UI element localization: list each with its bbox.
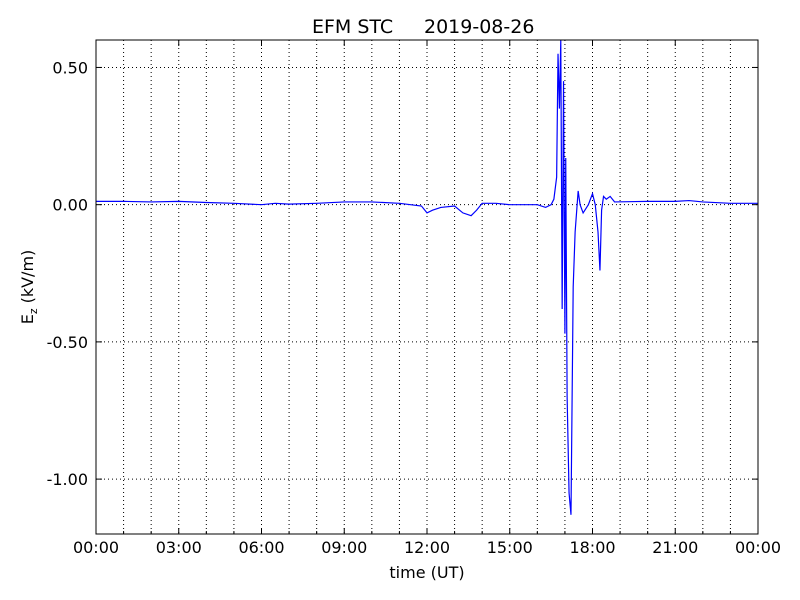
plot-frame — [95, 39, 759, 535]
y-tick-label: 0.00 — [52, 196, 88, 215]
x-tick-label: 21:00 — [652, 538, 698, 557]
y-axis-label: Ez (kV/m) — [18, 250, 40, 325]
y-tick-label: -0.50 — [47, 333, 88, 352]
y-tick-label: 0.50 — [52, 58, 88, 77]
x-tick-label: 18:00 — [569, 538, 615, 557]
x-tick-label: 03:00 — [156, 538, 202, 557]
chart-title: EFM STC — [312, 16, 393, 38]
x-tick-label: 00:00 — [735, 538, 781, 557]
x-tick-label: 15:00 — [487, 538, 533, 557]
y-label-main: E — [18, 314, 37, 324]
y-label-unit: (kV/m) — [18, 250, 37, 304]
x-axis-label: time (UT) — [389, 563, 464, 582]
x-tick-label: 09:00 — [321, 538, 367, 557]
data-line — [96, 39, 758, 515]
y-label-sub: z — [27, 308, 40, 314]
y-tick-label: -1.00 — [47, 470, 88, 489]
x-tick-label: 12:00 — [404, 538, 450, 557]
x-tick-label: 00:00 — [73, 538, 119, 557]
x-tick-label: 06:00 — [238, 538, 284, 557]
chart-date: 2019-08-26 — [424, 16, 534, 38]
